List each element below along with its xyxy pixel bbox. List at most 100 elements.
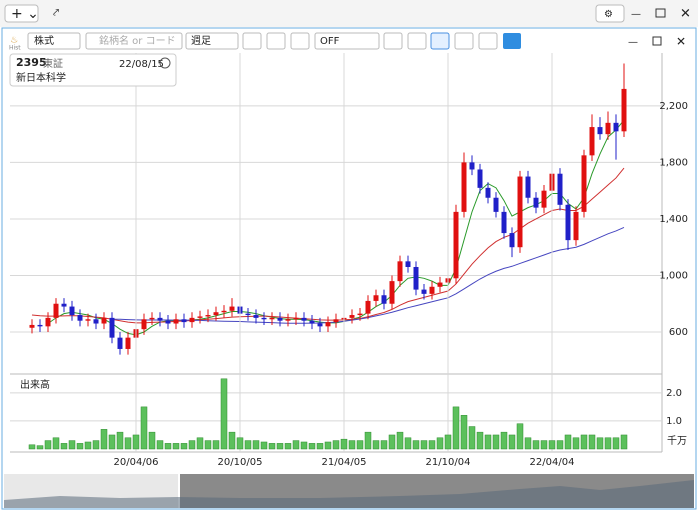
maximize[interactable] [655,8,666,18]
candle-body [29,324,35,328]
volume-bar [52,437,60,450]
indicator: OFF [320,36,340,47]
candle-body [453,211,459,279]
volume-bar [572,437,580,450]
candle-body [181,319,187,323]
candle-body [101,317,107,324]
candle-body [429,286,435,294]
candle-body [573,211,579,241]
exchange: 東証 [43,57,63,70]
trend-button[interactable] [242,32,262,50]
candle-body [517,176,523,248]
volume-bar [164,443,172,450]
volume-bar [204,440,212,450]
camera-button[interactable] [478,32,498,50]
volume-bar [84,441,92,450]
candle-body [45,317,51,327]
volume-bar [316,443,324,450]
x-tick-label: 21/04/05 [322,457,367,468]
candle-body [189,317,195,323]
volume-bar [372,440,380,450]
y-tick-label: 1,800 [659,157,688,168]
volume-bar [36,445,44,450]
candle-body [613,122,619,132]
volume-bar [452,406,460,450]
candle-body [565,204,571,241]
shuffle-button[interactable] [383,32,403,50]
volume-bar [332,440,340,450]
pane-maximize[interactable] [652,36,662,46]
stock-name: 新日本科学 [16,71,66,84]
volume-bar [28,444,36,450]
period-select[interactable] [185,32,239,50]
pane-close[interactable]: ✕ [676,35,686,49]
volume-bar [108,434,116,450]
candle-body [269,317,275,320]
chart-icon[interactable]: ⤤ [53,6,59,19]
volume-bar [388,434,396,450]
volume-bar [324,441,332,450]
volume-bar [364,431,372,450]
volume-bar [76,443,84,450]
refresh-button[interactable] [503,33,521,49]
collapse-button[interactable] [159,57,171,69]
volume-bar [396,431,404,450]
hist-icon: ♨ [10,36,18,46]
volume-bar [484,434,492,450]
volume-bar [620,434,628,450]
volume-bar [532,440,540,450]
y-tick-label: 1,000 [659,270,688,281]
volume-bar [268,443,276,450]
candle-body [597,127,603,135]
pane-title: 出来高 [20,378,50,391]
volume-bar [148,431,156,450]
volume-bar [460,415,468,450]
market-select[interactable] [27,32,81,50]
volume-bar [236,437,244,450]
candle-body [221,310,227,313]
volume-bar [212,440,220,450]
candle-body [69,306,75,316]
candle-body [309,320,315,324]
candle-body [125,337,131,349]
lines-button[interactable] [290,32,310,50]
minimize[interactable]: — [631,9,641,20]
candle-body [621,88,627,132]
candle-body [141,319,147,330]
code: 2395 [16,56,47,69]
candle-body [333,319,339,323]
layout-button[interactable] [454,32,474,50]
search-box[interactable] [85,32,183,50]
candle-body [149,317,155,320]
hline-button[interactable] [266,32,286,50]
pane-minimize[interactable]: — [628,37,638,48]
candle-body [117,337,123,349]
period: 週足 [191,35,211,47]
pen-button[interactable] [407,32,427,50]
add-button[interactable] [4,4,39,23]
volume-bar [124,437,132,450]
candle-body [397,261,403,282]
candle-body [205,315,211,317]
volume-bar [132,434,140,450]
search-placeholder: 銘柄名 or コード [99,34,176,47]
volume-bar [348,440,356,450]
crosshair-button[interactable] [430,32,450,50]
candle-body [77,315,83,321]
candle-body [349,315,355,318]
close[interactable]: ✕ [680,7,691,22]
settings-button[interactable] [595,4,625,23]
candle-body [581,155,587,212]
volume-bar [244,440,252,450]
volume-bar [92,440,100,450]
indicator-select[interactable] [314,32,380,50]
candle-body [541,190,547,208]
chart-window [1,27,697,510]
volume-bar [228,431,236,450]
volume-bar [284,443,292,450]
volume-bar [188,440,196,450]
volume-bar [140,406,148,450]
volume-bar [580,434,588,450]
volume-bar [604,437,612,450]
